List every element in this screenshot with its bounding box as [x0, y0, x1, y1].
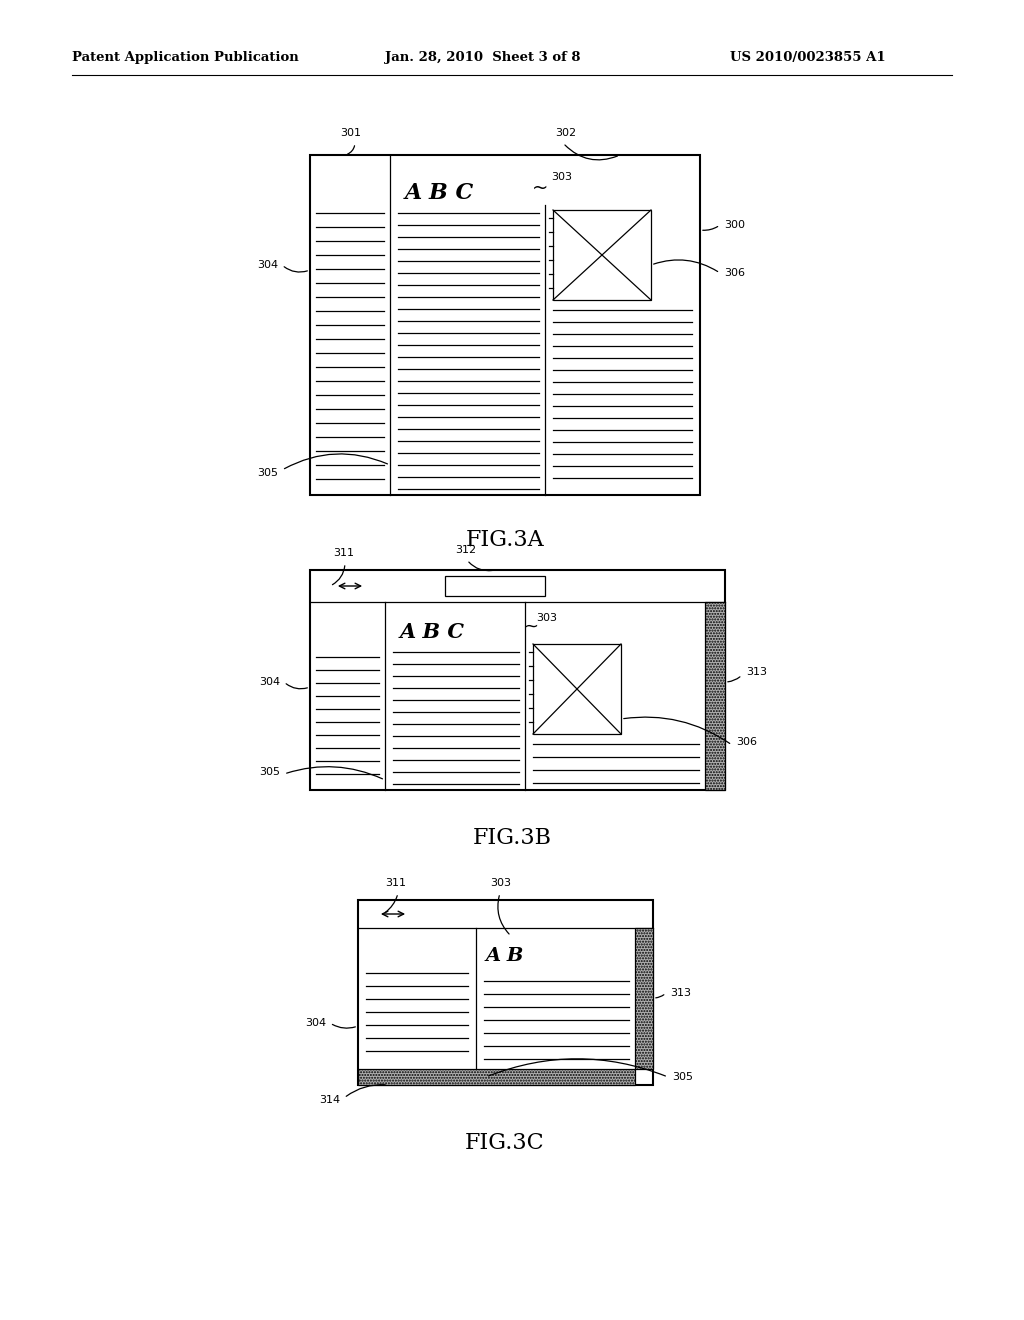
Text: 311: 311: [385, 878, 406, 888]
Text: A B C: A B C: [400, 622, 465, 642]
Text: 305: 305: [259, 767, 280, 777]
Bar: [310, 154, 700, 495]
Bar: [635, 928, 653, 1069]
Text: 304: 304: [259, 677, 280, 686]
Bar: [358, 1069, 635, 1085]
Text: 306: 306: [724, 268, 745, 279]
Text: A B C: A B C: [406, 182, 474, 205]
Bar: [553, 210, 651, 300]
Text: 313: 313: [746, 667, 767, 677]
Text: ~: ~: [523, 618, 538, 636]
Text: 303: 303: [490, 878, 511, 888]
Bar: [310, 570, 725, 789]
Text: Patent Application Publication: Patent Application Publication: [72, 51, 299, 65]
Text: Jan. 28, 2010  Sheet 3 of 8: Jan. 28, 2010 Sheet 3 of 8: [385, 51, 581, 65]
Text: FIG.3B: FIG.3B: [472, 828, 552, 849]
Text: FIG.3A: FIG.3A: [466, 529, 545, 550]
Text: ~: ~: [532, 178, 549, 198]
Text: 312: 312: [455, 545, 476, 554]
Text: 305: 305: [672, 1072, 693, 1082]
Text: 313: 313: [670, 987, 691, 998]
Bar: [534, 644, 621, 734]
Text: US 2010/0023855 A1: US 2010/0023855 A1: [730, 51, 886, 65]
Text: 304: 304: [305, 1018, 326, 1028]
Text: 305: 305: [257, 469, 278, 478]
Bar: [445, 576, 545, 597]
Text: 306: 306: [736, 737, 757, 747]
Text: 304: 304: [257, 260, 278, 271]
Text: 302: 302: [555, 128, 577, 139]
Bar: [358, 900, 653, 1085]
Text: 303: 303: [551, 172, 572, 182]
Text: FIG.3C: FIG.3C: [465, 1133, 545, 1154]
Text: A B: A B: [486, 946, 524, 965]
Bar: [705, 602, 725, 789]
Text: 303: 303: [536, 612, 557, 623]
Text: 314: 314: [318, 1096, 340, 1105]
Text: 311: 311: [333, 548, 354, 558]
Text: 301: 301: [340, 128, 361, 139]
Text: 300: 300: [724, 220, 745, 230]
